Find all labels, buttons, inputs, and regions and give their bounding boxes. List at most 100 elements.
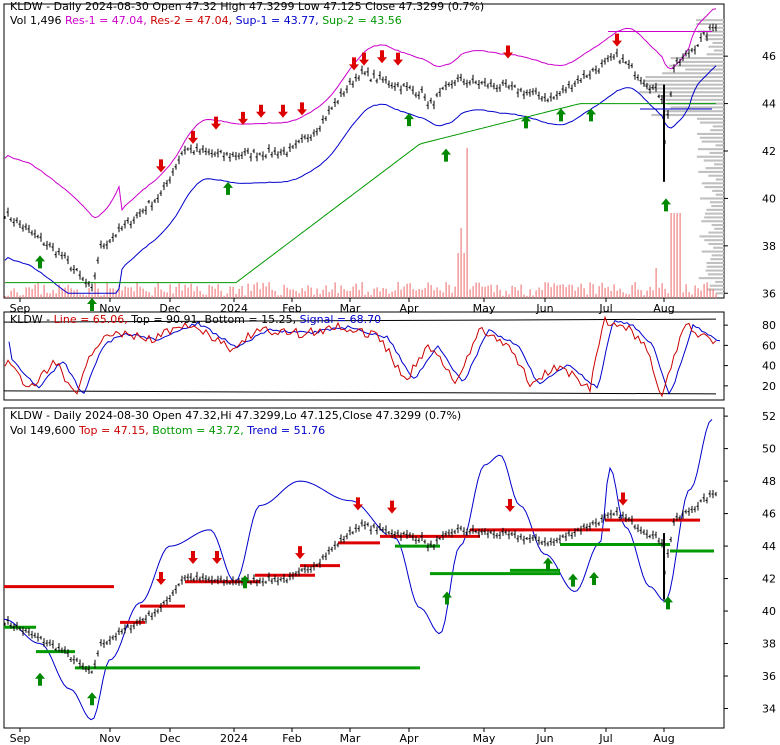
- volume-bar: [292, 289, 294, 298]
- volume-profile-bar: [696, 155, 724, 158]
- volume-bar: [379, 291, 381, 298]
- volume-bar: [508, 294, 510, 298]
- volume-profile-bar: [711, 254, 724, 257]
- volume-profile-bar: [700, 121, 724, 124]
- buy-arrow: [223, 181, 233, 195]
- volume-bar: [55, 293, 57, 298]
- volume-profile-bar: [709, 201, 724, 204]
- volume-bar: [214, 288, 216, 298]
- volume-bar: [604, 287, 606, 298]
- volume-bar: [211, 286, 213, 298]
- volume-bar: [400, 289, 402, 298]
- volume-bar: [382, 287, 384, 298]
- volume-profile-bar: [644, 83, 724, 86]
- volume-profile-bar: [708, 242, 724, 246]
- buy-arrow: [568, 573, 578, 587]
- sell-arrow: [212, 550, 222, 564]
- volume-bar: [265, 286, 267, 298]
- volume-bar: [586, 294, 588, 298]
- volume-bar: [298, 293, 300, 298]
- volume-bar: [502, 295, 504, 298]
- volume-profile-bar: [638, 91, 724, 94]
- volume-profile-bar: [714, 26, 724, 29]
- volume-bar: [592, 284, 594, 298]
- volume-profile-bar: [708, 45, 724, 48]
- panel1-xtick-label: Jul: [598, 302, 612, 315]
- volume-bar: [514, 287, 516, 298]
- volume-bar: [340, 285, 342, 298]
- volume-bar: [202, 294, 204, 298]
- volume-bar: [289, 289, 291, 298]
- volume-bar: [541, 290, 543, 298]
- volume-bar: [253, 284, 255, 298]
- panel3-header-line2-part: Vol 149,600: [10, 424, 79, 437]
- volume-bar: [106, 282, 108, 298]
- volume-bar: [661, 283, 663, 298]
- volume-bar: [355, 283, 357, 298]
- volume-bar: [25, 287, 27, 298]
- volume-bar: [481, 286, 483, 298]
- volume-bar: [127, 287, 129, 298]
- volume-bar: [328, 291, 330, 298]
- panel3-header-line2: Vol 149,600 Top = 47.15, Bottom = 43.72,…: [10, 424, 325, 437]
- volume-bar: [136, 282, 138, 298]
- volume-bar: [52, 289, 54, 298]
- panel3-xtick-label: Sep: [10, 732, 31, 745]
- volume-bar: [694, 285, 696, 298]
- sell-arrow: [188, 550, 198, 564]
- volume-bar: [178, 283, 180, 298]
- volume-bar: [550, 287, 552, 298]
- volume-profile-bar: [708, 231, 724, 234]
- volume-bar: [394, 290, 396, 298]
- volume-profile-bar: [715, 292, 724, 295]
- volume-bar: [601, 282, 603, 298]
- volume-bar: [64, 287, 66, 298]
- volume-bar: [451, 292, 453, 298]
- volume-bar: [445, 282, 447, 298]
- volume-profile-bar: [685, 68, 724, 71]
- volume-bar: [190, 283, 192, 298]
- volume-bar: [475, 282, 477, 298]
- volume-profile-bar: [711, 223, 724, 227]
- panel2-header-line1-part: Line = 65.06,: [53, 313, 132, 326]
- volume-profile-bar: [704, 34, 724, 37]
- panel1-header-line1-part: KLDW - Daily 2024-08-30 Open 47.32 High …: [10, 0, 485, 13]
- volume-profile-bar: [701, 250, 724, 253]
- volume-bar: [346, 290, 348, 298]
- volume-bar: [370, 295, 372, 298]
- panel1-header-line2-part: Res-2 = 47.04,: [150, 14, 236, 27]
- volume-bar: [181, 290, 183, 298]
- volume-bar: [301, 288, 303, 298]
- volume-profile-bar: [658, 94, 724, 98]
- panel3-ytick-label: 46: [762, 508, 776, 521]
- volume-bar: [199, 290, 201, 298]
- volume-profile-bar: [670, 57, 724, 60]
- panel2-ytick-label: 80: [762, 319, 776, 332]
- volume-bar: [664, 288, 666, 298]
- volume-bar: [118, 284, 120, 298]
- volume-bar: [82, 294, 84, 298]
- volume-bar: [262, 282, 264, 298]
- volume-profile-bar: [648, 87, 724, 90]
- panel3-xtick-label: Mar: [340, 732, 361, 745]
- panel3-frame: [3, 407, 725, 729]
- panel3-ytick-label: 42: [762, 573, 776, 586]
- volume-bar: [67, 284, 69, 298]
- volume-bar: [358, 289, 360, 298]
- volume-bar: [268, 282, 270, 298]
- volume-bar: [706, 282, 708, 298]
- volume-bar: [28, 287, 30, 298]
- panel2-header-line1-part: Signal = 68.70: [299, 313, 382, 326]
- resistance-band-line: [4, 8, 717, 219]
- volume-bar: [433, 290, 435, 298]
- volume-bar: [505, 290, 507, 298]
- volume-bar: [325, 285, 327, 298]
- volume-bar: [406, 283, 408, 298]
- sell-arrow: [353, 497, 363, 511]
- volume-profile-bar: [709, 151, 724, 154]
- volume-profile-bar: [714, 163, 724, 166]
- volume-profile-bar: [651, 113, 724, 117]
- volume-bar: [700, 290, 702, 298]
- panel3-xtick-label: Jun: [535, 732, 553, 745]
- volume-profile-bar: [704, 212, 724, 215]
